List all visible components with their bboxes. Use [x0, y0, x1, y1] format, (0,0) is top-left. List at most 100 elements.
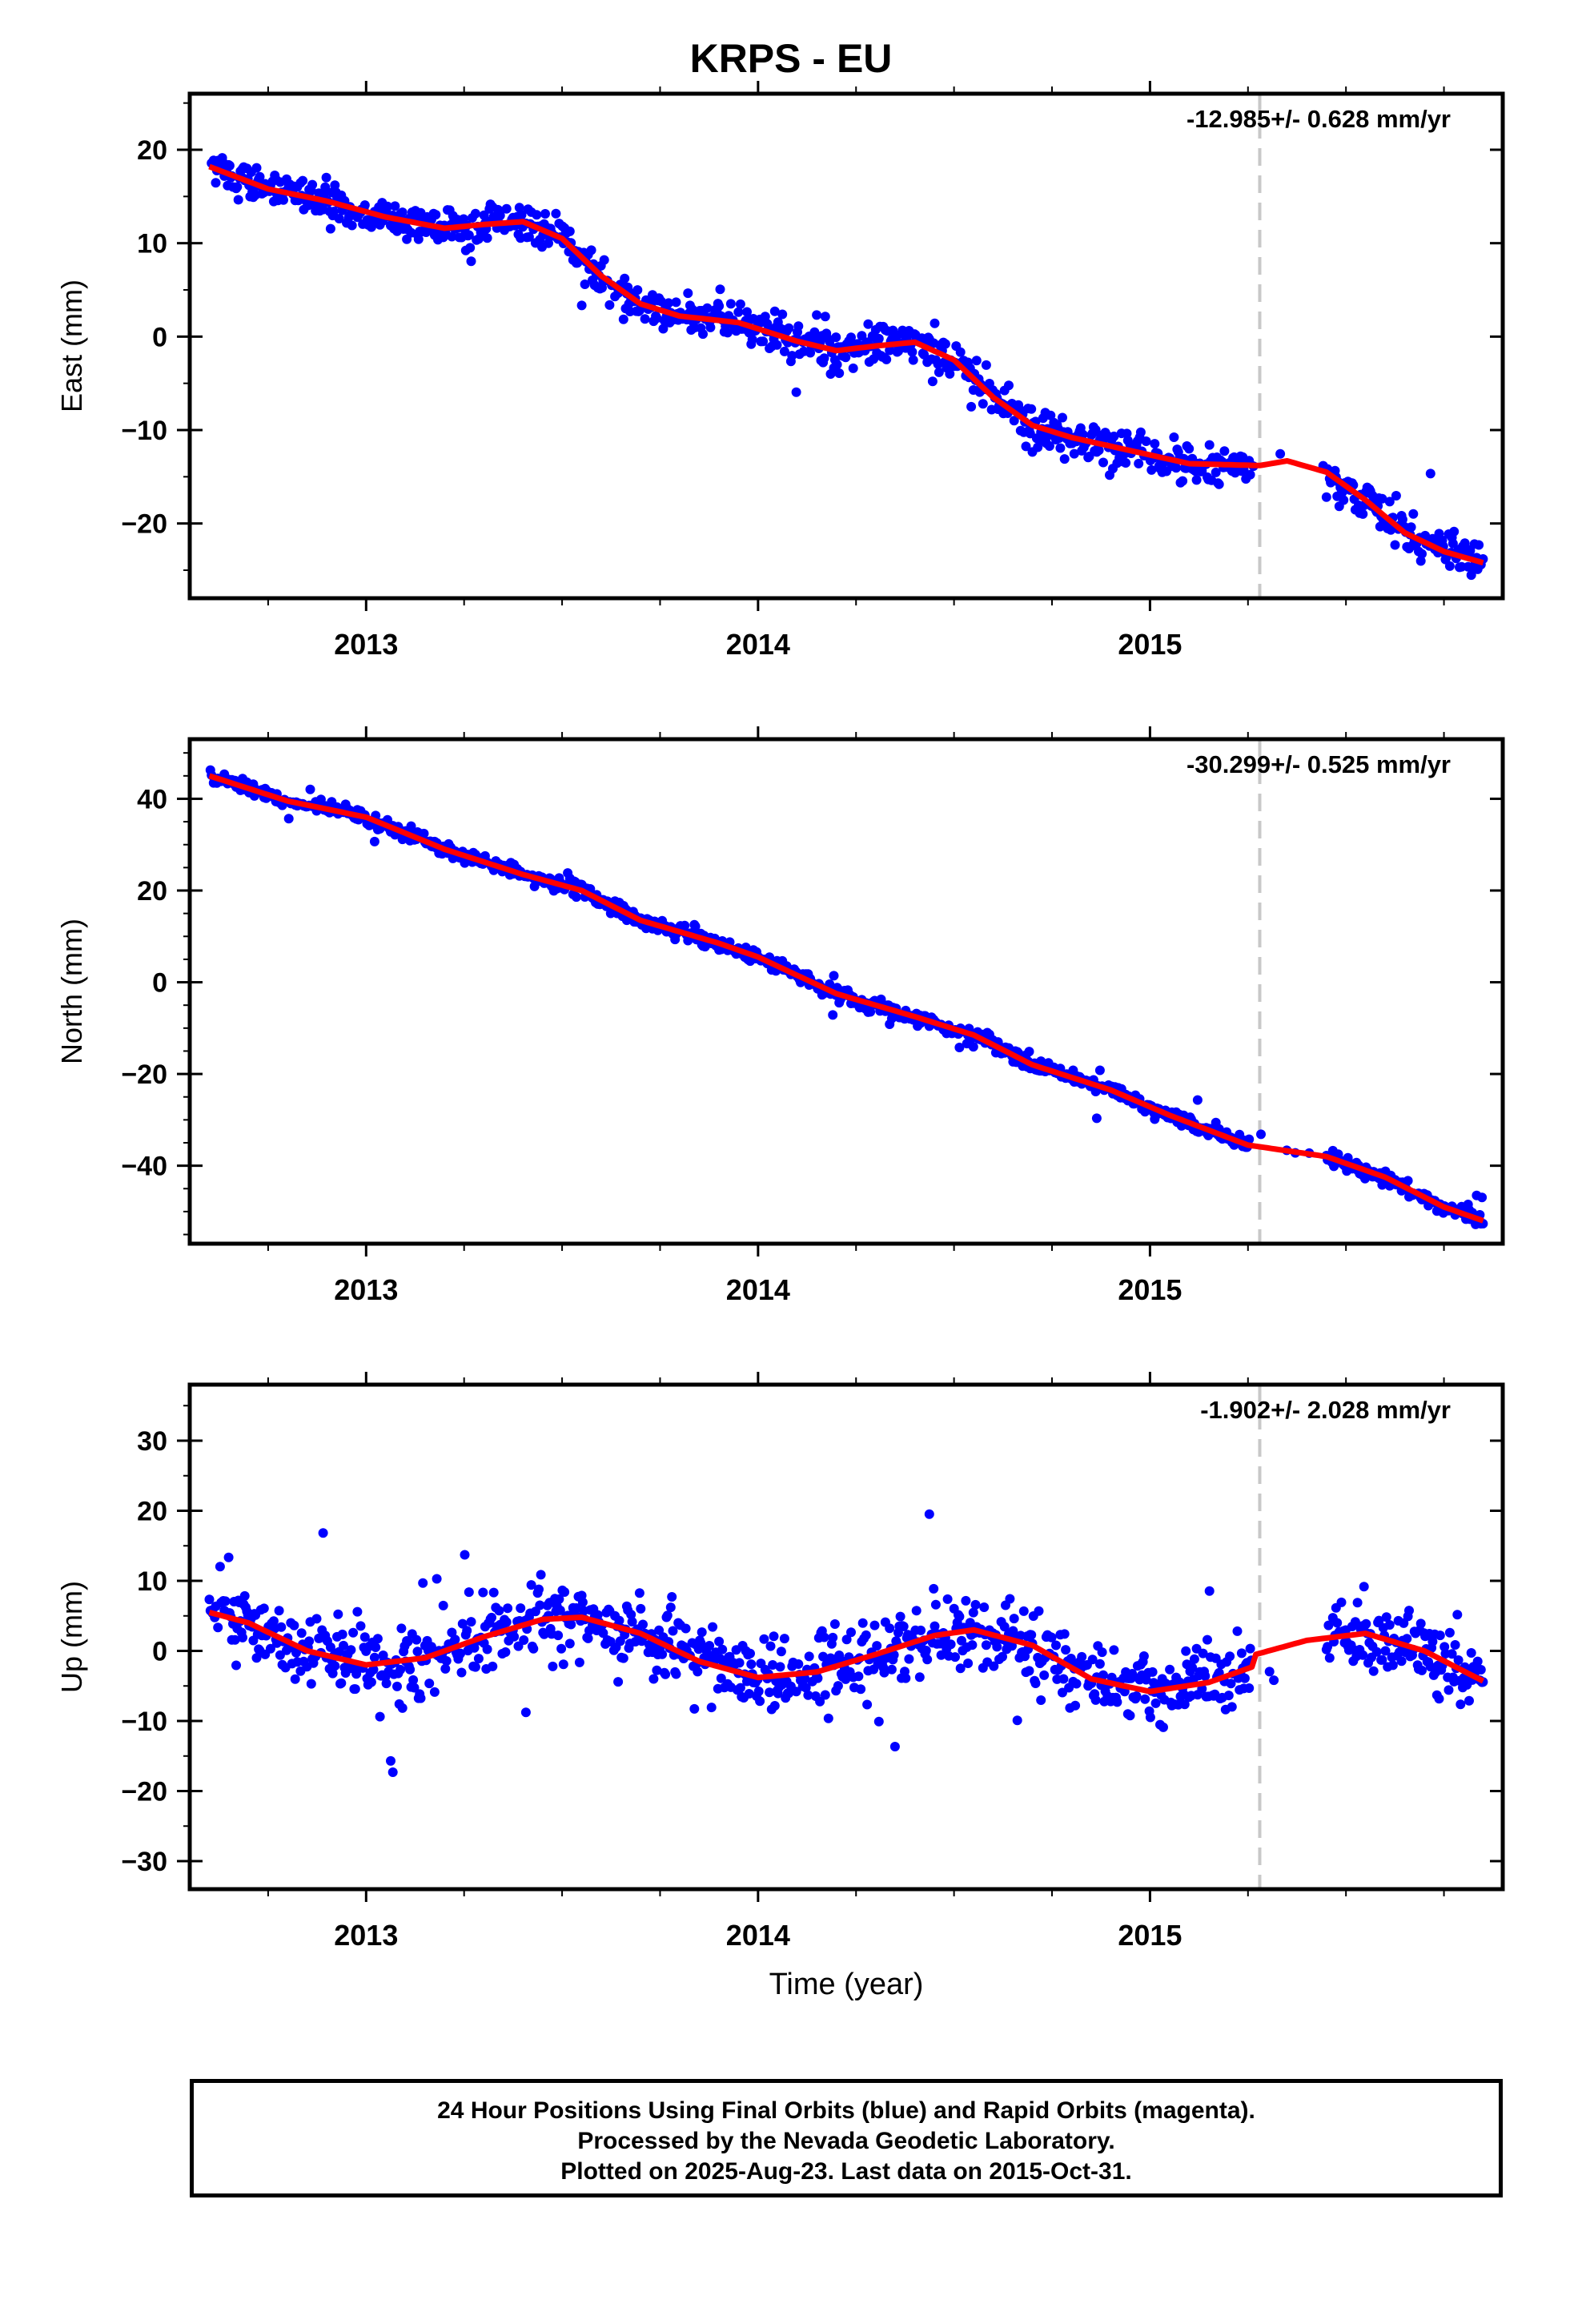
- data-point: [828, 1632, 838, 1642]
- data-point: [1026, 1630, 1037, 1640]
- data-point: [955, 347, 966, 357]
- y-tick-label: 10: [137, 229, 167, 259]
- data-point: [632, 285, 643, 296]
- data-point: [251, 163, 262, 173]
- data-point: [857, 1618, 868, 1628]
- data-point: [408, 1675, 419, 1685]
- data-point: [922, 1655, 933, 1665]
- data-point: [963, 1659, 974, 1668]
- data-point: [901, 1673, 911, 1683]
- data-point: [528, 1643, 539, 1654]
- y-tick-label: 10: [137, 1566, 167, 1597]
- data-point: [841, 1634, 852, 1645]
- data-point: [833, 1681, 843, 1691]
- data-point: [487, 1612, 496, 1622]
- data-point: [1138, 1651, 1149, 1661]
- data-point: [1323, 1620, 1334, 1630]
- data-point: [1058, 412, 1067, 423]
- data-point: [614, 1615, 624, 1626]
- data-point: [665, 1602, 676, 1613]
- data-point: [1131, 1691, 1142, 1701]
- data-point: [495, 211, 505, 221]
- data-point: [911, 1606, 921, 1616]
- data-point: [1007, 1641, 1017, 1651]
- data-point: [220, 1596, 231, 1606]
- data-point: [823, 1713, 833, 1723]
- data-point: [1245, 1643, 1255, 1654]
- data-point: [999, 1622, 1010, 1632]
- data-point: [375, 1711, 385, 1722]
- data-point: [1211, 467, 1221, 477]
- data-point: [1466, 1648, 1476, 1658]
- data-point: [777, 309, 788, 320]
- data-point: [548, 1661, 558, 1671]
- data-point: [329, 207, 339, 217]
- data-point: [776, 1647, 786, 1657]
- data-point: [1140, 1694, 1150, 1704]
- data-point: [722, 328, 733, 338]
- data-point: [1269, 1675, 1279, 1686]
- data-point: [1179, 1699, 1190, 1710]
- x-tick-label: 2015: [1118, 1273, 1182, 1306]
- y-tick-label: −20: [121, 1777, 167, 1807]
- data-point: [372, 1634, 383, 1644]
- data-point: [1452, 1610, 1463, 1620]
- data-point: [482, 233, 492, 243]
- data-point: [1059, 1629, 1070, 1639]
- data-point: [519, 1635, 529, 1645]
- data-point: [1464, 1695, 1474, 1706]
- data-point: [406, 821, 416, 831]
- data-point: [834, 368, 845, 378]
- data-point: [416, 1693, 426, 1703]
- data-point: [755, 1696, 765, 1707]
- data-point: [431, 210, 441, 220]
- data-point: [758, 336, 769, 347]
- data-point: [746, 1659, 757, 1670]
- footer-note: 24 Hour Positions Using Final Orbits (bl…: [190, 2079, 1503, 2197]
- data-point: [791, 387, 801, 397]
- data-point: [1169, 432, 1179, 442]
- data-point: [862, 1699, 873, 1710]
- data-point: [934, 367, 944, 377]
- data-point: [804, 1651, 814, 1662]
- data-point: [387, 1767, 398, 1777]
- data-point: [753, 1687, 764, 1696]
- data-point: [520, 1707, 531, 1718]
- data-point: [1150, 439, 1160, 449]
- data-point: [927, 376, 938, 387]
- data-point: [352, 1606, 363, 1617]
- data-point: [1091, 1113, 1102, 1124]
- data-point: [1360, 1173, 1370, 1184]
- data-point: [1112, 1697, 1122, 1707]
- data-point: [648, 1674, 659, 1684]
- data-points: [204, 1509, 1488, 1777]
- data-point: [321, 172, 331, 183]
- data-point: [1384, 497, 1395, 507]
- data-point: [705, 1641, 715, 1651]
- data-point: [556, 1643, 567, 1654]
- data-point: [381, 1679, 391, 1689]
- data-point: [419, 828, 429, 838]
- data-point: [829, 971, 839, 981]
- data-point: [1377, 1655, 1387, 1665]
- data-point: [1024, 1047, 1034, 1057]
- data-point: [311, 1614, 322, 1624]
- data-point: [769, 306, 780, 316]
- data-point: [1434, 1694, 1444, 1704]
- data-point: [954, 1611, 965, 1622]
- data-point: [904, 1654, 914, 1664]
- data-point: [555, 1605, 565, 1615]
- data-point: [339, 1640, 348, 1651]
- data-point: [898, 1622, 909, 1631]
- data-point: [1456, 1699, 1466, 1710]
- data-point: [274, 1606, 284, 1616]
- data-point: [290, 1674, 300, 1684]
- data-point: [306, 1679, 316, 1689]
- data-point: [667, 1592, 677, 1602]
- y-axis-label: North (mm): [55, 919, 88, 1064]
- data-point: [981, 360, 991, 370]
- data-point: [889, 1742, 900, 1751]
- data-point: [441, 1656, 452, 1666]
- data-point: [1189, 1654, 1199, 1664]
- data-point: [334, 214, 344, 223]
